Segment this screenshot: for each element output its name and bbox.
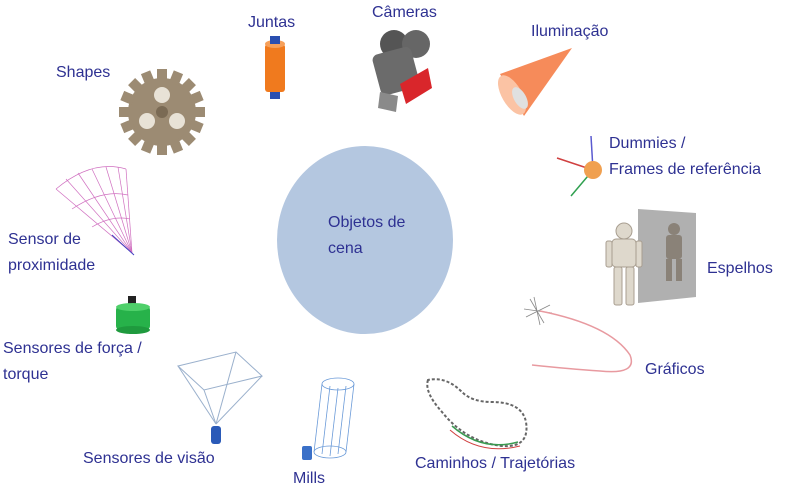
label-cameras: Câmeras bbox=[372, 4, 437, 21]
label-graficos: Gráficos bbox=[645, 361, 705, 378]
vision-frustum-icon bbox=[176, 351, 264, 444]
center-label-line1: Objetos de bbox=[328, 214, 406, 231]
light-cone-icon bbox=[498, 48, 572, 116]
gear-shape-icon bbox=[119, 69, 205, 155]
label-caminhos: Caminhos / Trajetórias bbox=[415, 455, 576, 472]
proximity-cone-icon bbox=[55, 166, 135, 256]
mill-cylinder-icon bbox=[302, 377, 355, 460]
label-proximidade: Sensor de proximidade bbox=[8, 231, 96, 274]
force-sensor-icon bbox=[116, 296, 150, 334]
label-shapes: Shapes bbox=[56, 64, 111, 81]
center-label: Objetos de cena bbox=[328, 210, 405, 262]
label-iluminacao: Iluminação bbox=[531, 23, 609, 40]
label-dummies: Dummies / Frames de referência bbox=[609, 135, 762, 178]
path-loop-icon bbox=[426, 378, 528, 450]
label-forca: Sensores de força / torque bbox=[3, 340, 142, 383]
camera-icon bbox=[372, 30, 432, 112]
dummy-frame-icon bbox=[556, 135, 602, 197]
label-visao: Sensores de visão bbox=[83, 450, 215, 467]
joint-cylinder-icon bbox=[265, 36, 285, 99]
graph-curve-icon bbox=[523, 296, 633, 373]
label-espelhos: Espelhos bbox=[707, 260, 773, 277]
mirror-robot-icon bbox=[605, 209, 696, 306]
label-mills: Mills bbox=[293, 470, 325, 487]
center-circle bbox=[277, 146, 453, 334]
center-label-line2: cena bbox=[328, 240, 363, 257]
label-juntas: Juntas bbox=[248, 14, 296, 31]
